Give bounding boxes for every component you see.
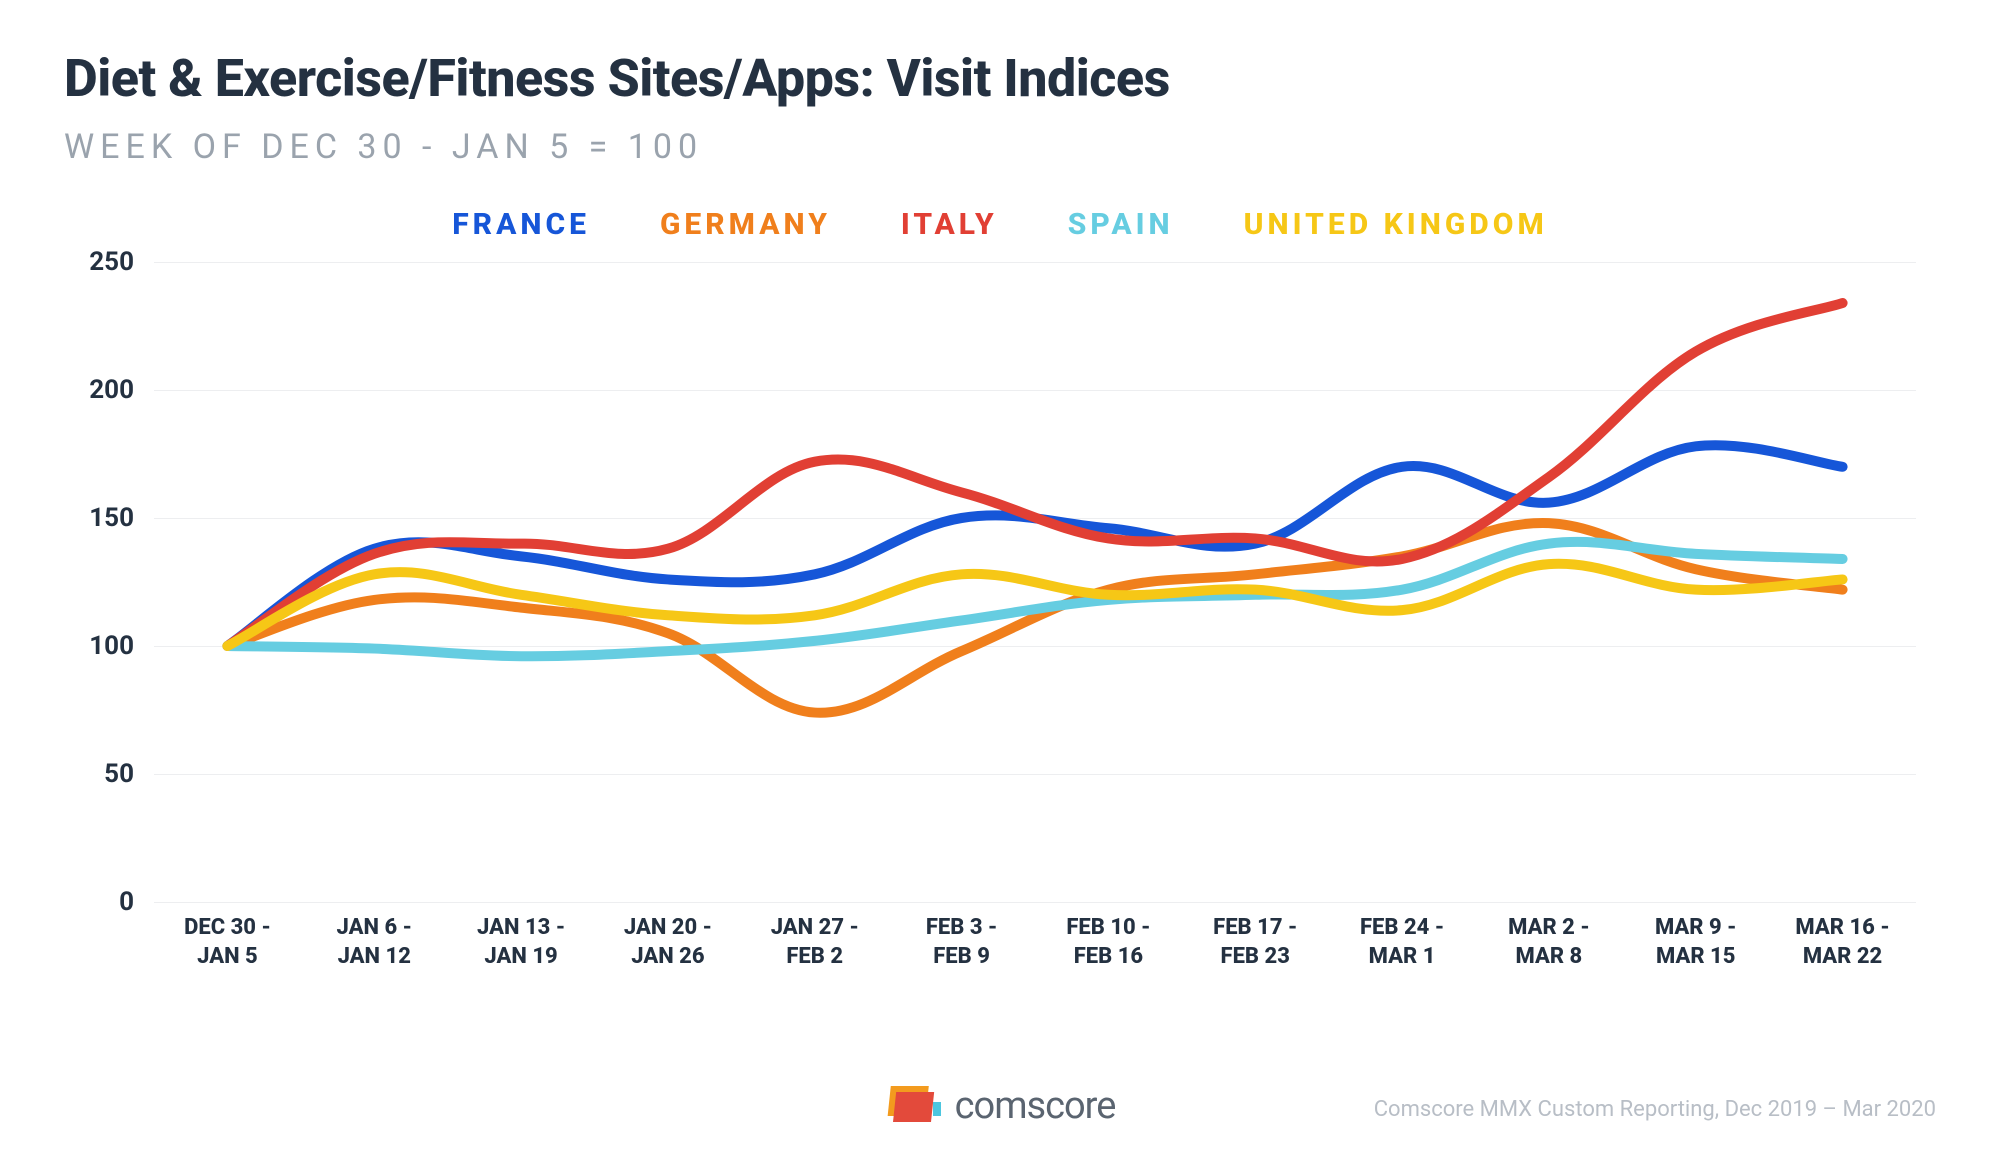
source-note: Comscore MMX Custom Reporting, Dec 2019 … [1374, 1097, 1936, 1122]
x-tick: JAN 13 -JAN 19 [448, 902, 595, 982]
x-tick: JAN 6 -JAN 12 [301, 902, 448, 982]
chart-area: 050100150200250 DEC 30 -JAN 5JAN 6 -JAN … [64, 262, 1936, 982]
legend-item-united-kingdom: UNITED KINGDOM [1244, 207, 1548, 242]
chart-subtitle: WEEK OF DEC 30 - JAN 5 = 100 [64, 127, 1936, 167]
comscore-logo: comscore [885, 1084, 1116, 1128]
lines-svg [154, 262, 1916, 902]
series-line-italy [227, 303, 1842, 646]
y-tick: 0 [119, 887, 134, 917]
logo-text: comscore [955, 1084, 1116, 1128]
x-tick: DEC 30 -JAN 5 [154, 902, 301, 982]
legend: FRANCE GERMANY ITALY SPAIN UNITED KINGDOM [64, 207, 1936, 242]
x-tick: FEB 24 -MAR 1 [1329, 902, 1476, 982]
x-tick: JAN 20 -JAN 26 [594, 902, 741, 982]
y-tick: 100 [89, 631, 134, 661]
x-axis: DEC 30 -JAN 5JAN 6 -JAN 12JAN 13 -JAN 19… [154, 902, 1916, 982]
y-tick: 150 [89, 503, 134, 533]
x-tick: MAR 9 -MAR 15 [1622, 902, 1769, 982]
x-tick: FEB 10 -FEB 16 [1035, 902, 1182, 982]
y-tick: 50 [104, 759, 134, 789]
chart-title: Diet & Exercise/Fitness Sites/Apps: Visi… [64, 48, 1936, 109]
logo-mark-icon [885, 1084, 941, 1128]
y-axis: 050100150200250 [64, 262, 144, 902]
legend-item-italy: ITALY [901, 207, 998, 242]
legend-item-spain: SPAIN [1068, 207, 1174, 242]
x-tick: MAR 2 -MAR 8 [1475, 902, 1622, 982]
y-tick: 250 [89, 247, 134, 277]
x-tick: FEB 17 -FEB 23 [1182, 902, 1329, 982]
y-tick: 200 [89, 375, 134, 405]
legend-item-germany: GERMANY [660, 207, 831, 242]
plot-area [154, 262, 1916, 902]
x-tick: MAR 16 -MAR 22 [1769, 902, 1916, 982]
x-tick: JAN 27 -FEB 2 [741, 902, 888, 982]
legend-item-france: FRANCE [452, 207, 590, 242]
x-tick: FEB 3 -FEB 9 [888, 902, 1035, 982]
